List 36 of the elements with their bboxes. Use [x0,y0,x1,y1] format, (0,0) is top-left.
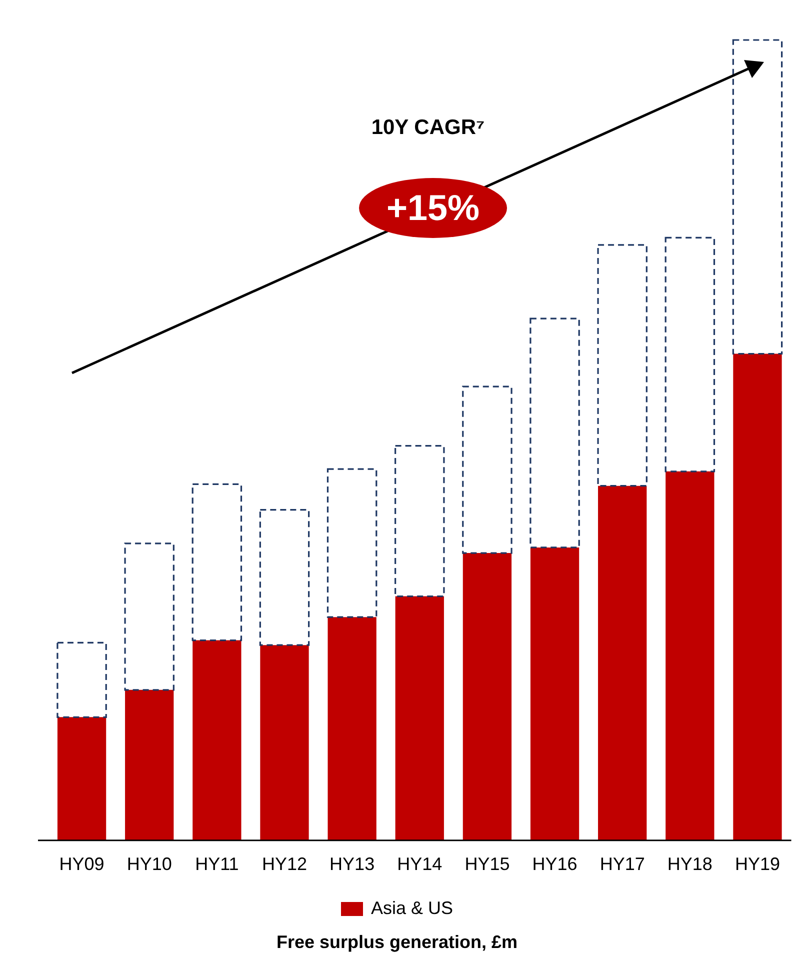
x-tick-label: HY16 [532,854,578,874]
bar [666,471,714,840]
x-tick-label: HY17 [600,854,645,874]
bar [462,386,512,554]
x-tick-label: HY19 [734,854,780,874]
bar [598,486,647,840]
bar [394,445,445,598]
bar [56,642,107,718]
bar [192,640,242,840]
bar [259,509,310,646]
bar [664,236,716,472]
bar [530,318,580,548]
bar [530,547,580,840]
bar [732,39,783,355]
bar [462,553,512,840]
x-tick-label: HY14 [397,854,442,874]
bar [733,354,782,840]
bar [192,483,242,642]
x-tick-label: HY15 [464,854,510,874]
bar [124,542,174,691]
annotation: 10Y CAGR⁷ [370,116,486,140]
legend-label: Asia & US [370,898,454,919]
x-tick-label: HY13 [330,854,375,874]
x-tick-label: HY12 [262,854,308,874]
bar [260,645,309,840]
bar [326,468,378,618]
x-axis-title: Free surplus generation, £m [275,932,519,953]
bar [328,617,376,840]
x-tick-label: HY09 [59,854,104,874]
bar [125,690,174,840]
x-tick-label: HY11 [195,854,239,874]
x-tick-label: HY18 [667,854,712,874]
x-tick-label: HY10 [126,854,172,874]
bar [395,596,444,840]
bar [597,244,648,487]
bar [57,717,106,840]
